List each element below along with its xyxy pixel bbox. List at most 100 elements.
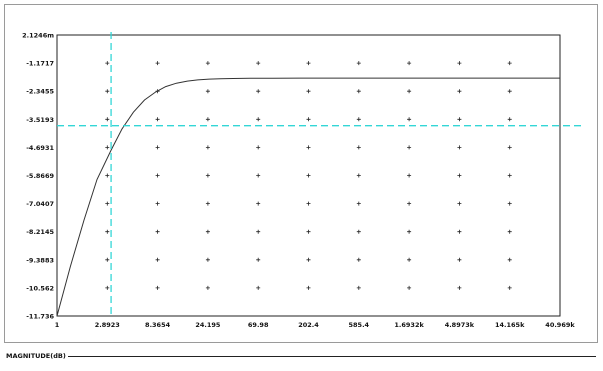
grid-marker [105,229,110,234]
grid-marker [205,229,210,234]
x-tick-label: 585.4 [349,321,370,329]
grid-marker [507,201,512,206]
grid-marker [105,61,110,66]
grid-marker [155,257,160,262]
grid-marker [306,285,311,290]
grid-marker [105,145,110,150]
grid-marker [407,117,412,122]
grid-marker [356,229,361,234]
grid-marker [457,229,462,234]
x-tick-label: 69.98 [248,321,269,329]
grid-marker [356,173,361,178]
y-tick-label: -8.2145 [26,228,54,236]
grid-marker [256,229,261,234]
grid-marker [407,89,412,94]
grid-marker [205,89,210,94]
x-tick-label: 2.8923 [95,321,120,329]
grid-marker [105,89,110,94]
status-bar: MAGNITUDE(dB) [6,350,596,362]
grid-marker [457,285,462,290]
grid-marker [256,173,261,178]
y-tick-label: -7.0407 [26,200,54,208]
y-tick-label: -1.1717 [26,60,54,68]
grid-marker [507,117,512,122]
y-tick-label: -2.3455 [26,88,54,96]
magnitude-label: MAGNITUDE(dB) [6,352,66,360]
y-tick-label: -11.736 [26,313,54,321]
grid-marker [306,117,311,122]
grid-marker [507,229,512,234]
x-tick-label: 4.8973k [445,321,475,329]
grid-marker [407,257,412,262]
grid-marker [205,201,210,206]
grid-marker [507,145,512,150]
grid-marker [155,61,160,66]
grid-marker [155,145,160,150]
grid-marker [407,145,412,150]
y-tick-label: -9.3883 [26,256,54,264]
grid-marker [205,117,210,122]
grid-marker [457,173,462,178]
grid-marker [356,145,361,150]
grid-marker [256,145,261,150]
x-tick-label: 1.6932k [394,321,424,329]
grid-marker [306,257,311,262]
grid-marker [155,229,160,234]
grid-marker [256,285,261,290]
grid-marker [256,201,261,206]
grid-marker [155,201,160,206]
grid-marker [457,257,462,262]
grid-marker [507,285,512,290]
grid-marker [105,285,110,290]
grid-marker [356,285,361,290]
grid-marker [407,61,412,66]
y-tick-label: -5.8669 [26,172,54,180]
grid-marker [155,117,160,122]
grid-marker [457,89,462,94]
grid-marker [256,257,261,262]
y-tick-label: -3.5193 [26,116,54,124]
grid-marker [356,89,361,94]
grid-marker [306,145,311,150]
x-tick-label: 1 [55,321,60,329]
grid-marker [155,173,160,178]
y-tick-label: 2.1246m [22,32,54,40]
grid-marker [155,285,160,290]
magnitude-curve [56,77,560,317]
x-tick-label: 14.165k [495,321,525,329]
grid-marker [256,61,261,66]
grid-marker [507,257,512,262]
grid-marker [407,229,412,234]
grid-marker [105,117,110,122]
grid-marker [256,117,261,122]
grid-marker [507,61,512,66]
grid-marker [356,201,361,206]
grid-marker [105,173,110,178]
grid-marker [256,89,261,94]
grid-marker [306,201,311,206]
grid-marker [356,257,361,262]
grid-marker [457,61,462,66]
x-tick-label: 202.4 [298,321,319,329]
grid-marker [356,61,361,66]
grid-marker [306,89,311,94]
status-divider [67,355,596,357]
grid-marker [306,61,311,66]
grid-marker [507,173,512,178]
grid-marker [205,285,210,290]
grid-marker [105,201,110,206]
grid-marker [507,89,512,94]
x-tick-label: 40.969k [545,321,575,329]
x-tick-label: 24.195 [195,321,221,329]
grid-marker [205,257,210,262]
grid-marker [306,229,311,234]
grid-marker [205,145,210,150]
y-tick-label: -10.562 [26,284,54,292]
grid-marker [205,173,210,178]
grid-marker [407,201,412,206]
grid-marker [457,117,462,122]
grid-marker [407,173,412,178]
y-tick-label: -4.6931 [26,144,54,152]
grid-marker [105,257,110,262]
